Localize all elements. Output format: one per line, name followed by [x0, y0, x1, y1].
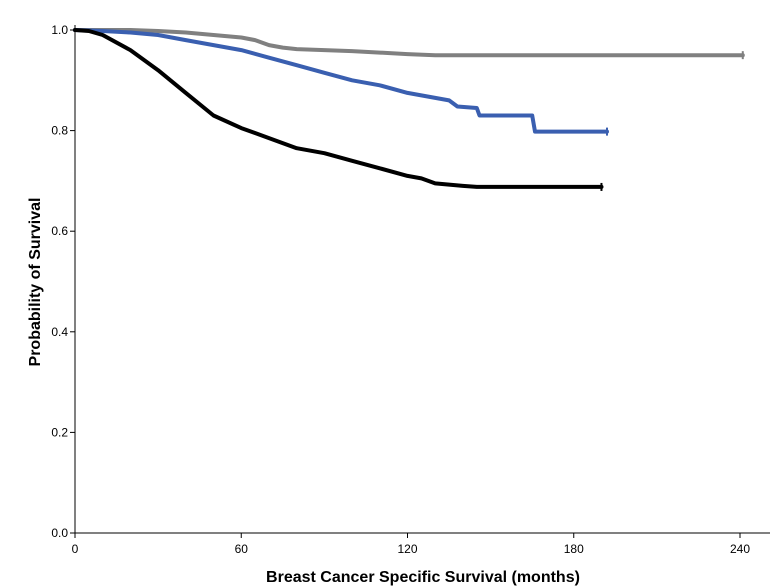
- x-axis-title: Breast Cancer Specific Survival (months): [266, 569, 580, 586]
- series-layer: [73, 28, 745, 191]
- y-tick-label: 0.6: [51, 224, 68, 238]
- y-tick-label: 0.8: [51, 124, 68, 138]
- y-tick-label: 1.0: [51, 23, 68, 37]
- x-tick-label: 180: [564, 542, 584, 556]
- y-tick-label: 0.4: [51, 325, 68, 339]
- survival-curve-1: [73, 28, 745, 58]
- y-axis-title: Probability of Survival: [27, 198, 44, 367]
- y-tick-label: 0.2: [51, 425, 68, 439]
- x-tick-label: 0: [72, 542, 79, 556]
- x-tick-label: 120: [397, 542, 417, 556]
- y-tick-label: 0.0: [51, 526, 68, 540]
- x-tick-label: 240: [730, 542, 750, 556]
- survival-curve-3: [73, 28, 604, 189]
- survival-curve-2: [73, 28, 609, 134]
- tick-labels: 0 60 120 180 240 0.0 0.2 0.4 0.6 0.8 1.0: [51, 23, 750, 556]
- x-tick-label: 60: [235, 542, 249, 556]
- axes: [70, 25, 770, 538]
